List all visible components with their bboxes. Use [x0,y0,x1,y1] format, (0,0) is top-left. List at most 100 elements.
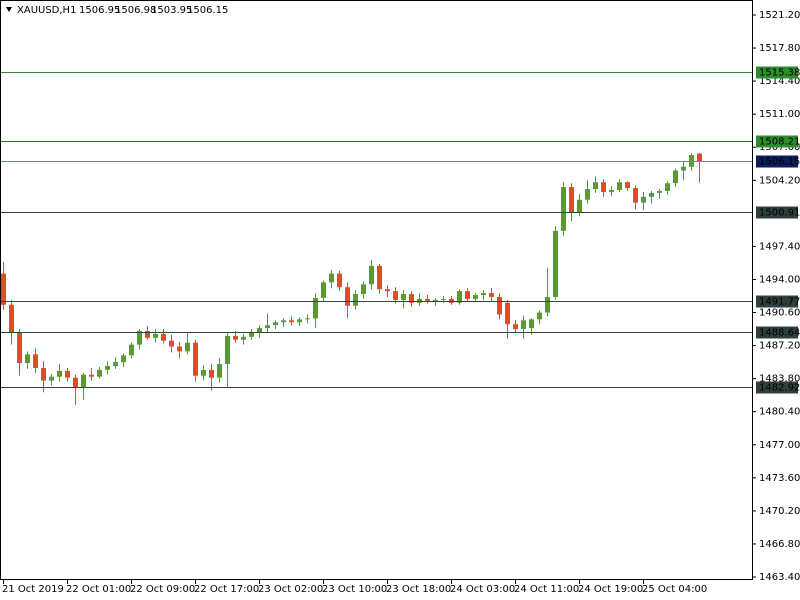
candle-body [553,230,558,297]
candle-body [225,335,230,365]
header-low: 1503.95 [151,5,192,16]
y-tick-label: 1477.00 [759,440,800,451]
candle-body [89,374,94,377]
candle-body [465,291,470,299]
level-label: 1508.21 [759,137,800,148]
candle-body [537,312,542,320]
candle-body [513,324,518,330]
candle-body [305,318,310,320]
candle-body [97,369,102,377]
candle-body [57,370,62,377]
y-tick-label: 1480.40 [759,407,800,418]
candle-body [401,294,406,300]
x-tick-label: 22 Oct 09:00 [130,584,195,595]
candle-body [297,319,302,323]
candle-body [153,333,158,338]
candle-body [377,265,382,290]
candle-body [689,155,694,167]
x-tick-label: 23 Oct 02:00 [258,584,323,595]
y-tick-label: 1463.40 [759,572,800,583]
candle-body [457,291,462,303]
candle-body [73,377,78,388]
y-tick-label: 1473.60 [759,473,800,484]
candle-body [673,170,678,184]
candle-body [273,322,278,326]
candle-body [489,293,494,297]
candle-body [617,182,622,191]
y-tick-label: 1494.00 [759,274,800,285]
level-label-bg [756,135,798,148]
x-tick-label: 25 Oct 04:00 [642,584,707,595]
x-tick-label: 22 Oct 17:00 [194,584,259,595]
candle-body [657,190,662,193]
candle-body [473,295,478,299]
candle-body [369,265,374,285]
candle-body [569,187,574,213]
x-tick-label: 23 Oct 18:00 [386,584,451,595]
candle-body [193,342,198,376]
y-tick-label: 1517.80 [759,43,800,54]
candle-body [601,182,606,192]
candle-body [649,192,654,197]
candle-body [145,331,150,338]
candle-body [625,182,630,189]
y-tick-label: 1521.20 [759,10,800,21]
x-tick-label: 24 Oct 11:00 [514,584,579,595]
y-tick-label: 1511.00 [759,109,800,120]
level-label: 1500.91 [759,208,800,219]
candle-body [281,320,286,323]
y-tick-label: 1483.80 [759,374,800,385]
candle-body [641,196,646,203]
header-close: 1506.15 [187,5,228,16]
level-label-bg [756,295,798,308]
candle-body [585,189,590,200]
candle-body [209,369,214,378]
level-label-bg [756,206,798,219]
y-tick-label: 1490.60 [759,308,800,319]
y-tick-label: 1470.20 [759,506,800,517]
candle-body [361,284,366,295]
plot-area [1,153,702,405]
candle-body [505,302,510,325]
candle-body [257,328,262,333]
menu-arrow[interactable] [6,7,12,12]
candle-body [241,336,246,340]
header-high: 1506.98 [115,5,156,16]
candle-body [265,325,270,329]
plot-frame [0,0,753,580]
x-tick-label: 24 Oct 19:00 [578,584,643,595]
candle-body [81,374,86,388]
candle-body [385,289,390,292]
candle-body [609,190,614,192]
candle-body [497,296,502,315]
candle-body [345,287,350,306]
candle-body [449,298,454,303]
candle-body [529,319,534,329]
candle-body [249,332,254,337]
candle-body [545,296,550,313]
candle-body [41,367,46,381]
candle-body [9,304,14,333]
candle-body [217,364,222,378]
candle-body [353,294,358,306]
candle-body [393,291,398,300]
candle-body [433,299,438,301]
level-label-bg [756,381,798,394]
candle-body [33,354,38,368]
candle-body [177,346,182,352]
x-tick-label: 22 Oct 01:00 [66,584,131,595]
candle-body [665,183,670,191]
candle-body [169,340,174,347]
y-tick-label: 1507.60 [759,142,800,153]
candle-body [561,187,566,231]
y-tick-label: 1487.20 [759,341,800,352]
y-tick-label: 1497.40 [759,241,800,252]
candle-body [17,332,22,364]
candle-body [201,369,206,376]
level-label: 1515.38 [759,68,800,79]
candle-body [521,320,526,330]
candle-body [113,362,118,367]
candle-body [425,298,430,301]
